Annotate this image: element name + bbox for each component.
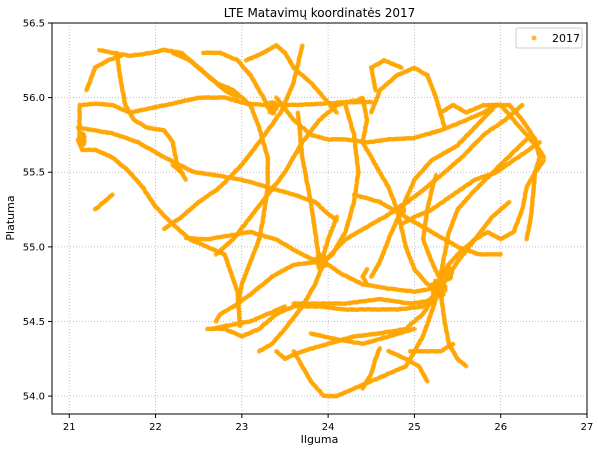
- scatter-point: [433, 172, 439, 178]
- y-tick-label: 56.5: [23, 19, 45, 30]
- y-tick-label: 55.0: [23, 242, 45, 253]
- scatter-point: [235, 95, 240, 100]
- scatter-point: [308, 331, 314, 336]
- scatter-point: [446, 268, 451, 273]
- scatter-point: [437, 291, 443, 297]
- scatter-point: [399, 222, 404, 227]
- scatter-point: [319, 255, 324, 261]
- scatter-point: [110, 192, 115, 197]
- scatter-point: [256, 349, 262, 354]
- scatter-point: [463, 363, 469, 369]
- scatter-point: [407, 349, 413, 354]
- scatter-point: [519, 102, 525, 108]
- scatter-point: [315, 254, 320, 259]
- scatter-point: [377, 346, 383, 351]
- x-tick-label: 24: [322, 422, 335, 433]
- scatter-point: [183, 177, 189, 182]
- y-tick-label: 56.0: [23, 93, 45, 104]
- x-tick-label: 26: [494, 422, 507, 433]
- scatter-point: [398, 206, 404, 211]
- legend: 2017: [515, 27, 583, 49]
- scatter-point: [291, 349, 296, 354]
- x-tick-label: 27: [581, 422, 594, 433]
- scatter-point: [205, 326, 210, 332]
- scatter-point: [274, 349, 279, 354]
- scatter-point: [78, 135, 84, 140]
- scatter-point: [213, 319, 219, 324]
- x-tick-label: 22: [149, 422, 162, 433]
- scatter-point: [118, 53, 124, 59]
- y-tick-label: 54.5: [23, 317, 45, 328]
- scatter-point: [282, 304, 288, 309]
- legend-marker: [531, 35, 537, 41]
- scatter-point: [368, 274, 374, 280]
- scatter-point: [398, 210, 403, 215]
- scatter-point: [334, 110, 340, 115]
- x-axis-label: Ilguma: [301, 433, 339, 446]
- scatter-point: [498, 252, 504, 257]
- scatter-point: [368, 99, 374, 105]
- y-axis-label: Platuma: [4, 195, 17, 240]
- x-tick-label: 21: [63, 422, 76, 433]
- scatter-point: [440, 283, 446, 289]
- y-tick-label: 54.0: [23, 392, 45, 403]
- scatter-point: [291, 301, 296, 306]
- x-tick-label: 25: [408, 422, 421, 433]
- scatter-point: [442, 125, 447, 130]
- scatter-point: [79, 141, 84, 147]
- data-points: [75, 42, 547, 399]
- scatter-point: [161, 226, 167, 232]
- scatter-point: [270, 108, 276, 114]
- scatter-point: [425, 378, 430, 384]
- scatter-point: [432, 287, 437, 292]
- scatter-point: [235, 304, 240, 309]
- scatter-point: [524, 237, 529, 242]
- y-tick-label: 55.5: [23, 168, 45, 179]
- scatter-point: [364, 281, 370, 287]
- x-tick-label: 23: [235, 422, 248, 433]
- scatter-point: [507, 199, 512, 205]
- scatter-point: [399, 65, 404, 71]
- legend-label: 2017: [552, 32, 580, 45]
- chart-title: LTE Matavimų koordinatės 2017: [224, 6, 416, 20]
- scatter-point: [314, 258, 320, 263]
- scatter-point: [432, 281, 438, 287]
